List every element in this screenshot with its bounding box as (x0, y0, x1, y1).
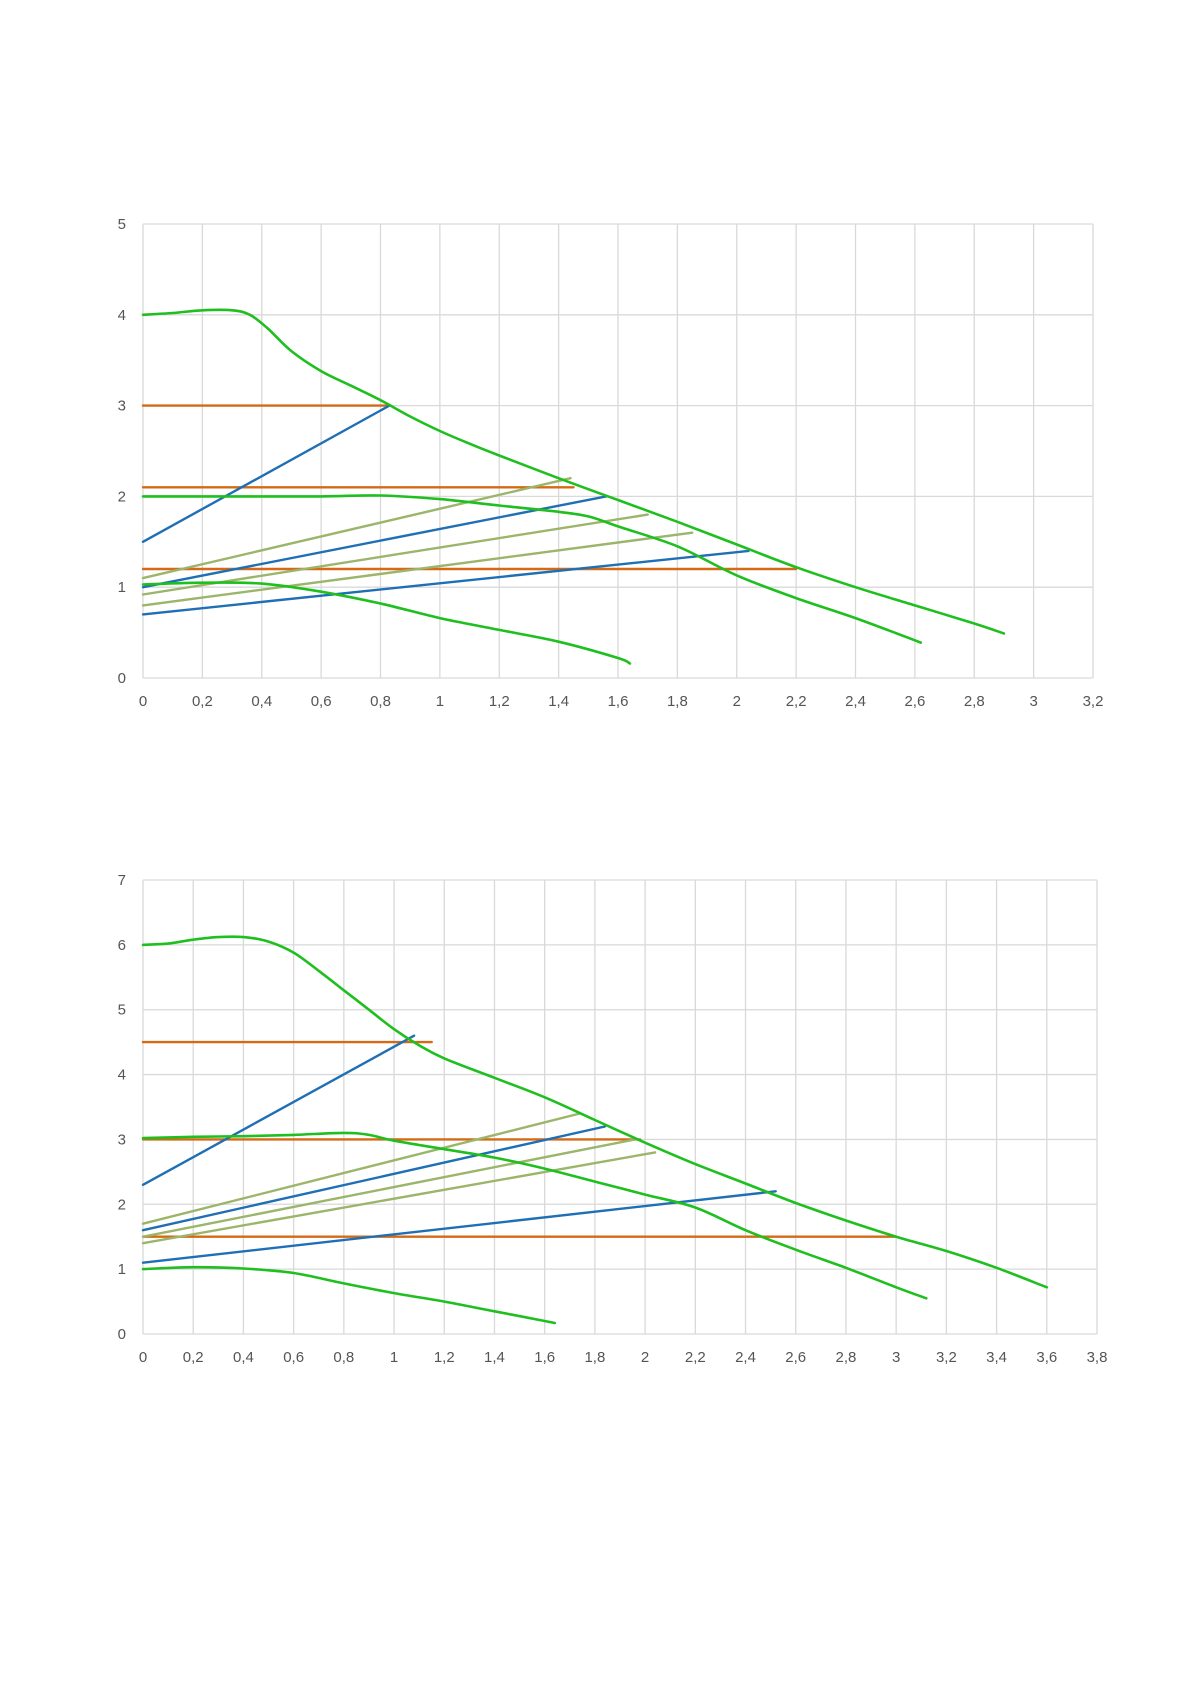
x-tick-label: 2,6 (904, 693, 925, 710)
x-tick-label: 0,4 (233, 1349, 254, 1366)
series-line-curve-green (141, 581, 632, 665)
y-tick-label: 0 (118, 670, 126, 687)
y-tick-label: 5 (118, 216, 126, 233)
x-tick-label: 1,4 (484, 1349, 505, 1366)
x-tick-label: 1,2 (434, 1349, 455, 1366)
x-tick-label: 2 (641, 1349, 649, 1366)
x-tick-label: 3 (892, 1349, 900, 1366)
x-tick-label: 2,8 (836, 1349, 857, 1366)
series-line-system-blue (141, 1034, 416, 1186)
x-tick-label: 3,4 (986, 1349, 1007, 1366)
x-tick-label: 1 (436, 693, 444, 710)
x-tick-label: 1,6 (534, 1349, 555, 1366)
chart-1-series (141, 308, 1006, 665)
series-line-system-olive (141, 513, 649, 596)
series-line-system-olive (141, 477, 572, 580)
y-tick-label: 7 (118, 872, 126, 889)
y-tick-label: 2 (118, 1196, 126, 1213)
y-tick-label: 4 (118, 1067, 126, 1084)
chart-2-x-tick-labels: 0 0,2 0,4 0,6 0,8 1 1,2 1,4 1,6 1,8 2 2,2 2,4 2,6 2,8 3… (139, 1349, 1108, 1366)
y-tick-label: 3 (118, 398, 126, 415)
y-tick-label: 4 (118, 307, 126, 324)
series-line-system-olive (141, 1151, 657, 1245)
x-tick-label: 1,6 (608, 693, 629, 710)
series-line-system-blue (141, 495, 608, 589)
series-line-curve-green (141, 1265, 556, 1325)
x-tick-label: 1,8 (667, 693, 688, 710)
chart-1-y-tick-labels: 0 1 2 3 4 5 (118, 216, 126, 687)
x-tick-label: 2,8 (964, 693, 985, 710)
x-tick-label: 3,8 (1087, 1349, 1108, 1366)
series-line-system-blue (141, 549, 750, 616)
x-tick-label: 0,4 (251, 693, 272, 710)
x-tick-label: 0,8 (370, 693, 391, 710)
x-tick-label: 0 (139, 1349, 147, 1366)
x-tick-label: 1,2 (489, 693, 510, 710)
x-tick-label: 3,2 (936, 1349, 957, 1366)
x-tick-label: 0,6 (311, 693, 332, 710)
y-tick-label: 2 (118, 488, 126, 505)
series-line-system-olive (141, 1112, 581, 1225)
x-tick-label: 1,4 (548, 693, 569, 710)
series-line-curve-green (141, 935, 1049, 1289)
x-tick-label: 2 (733, 693, 741, 710)
series-line-system-blue (141, 404, 391, 543)
chart-1-x-tick-labels: 0 0,2 0,4 0,6 0,8 1 1,2 1,4 1,6 1,8 2 2,2 2,4 2,6 2,8 3… (139, 693, 1104, 710)
x-tick-label: 2,4 (735, 1349, 756, 1366)
x-tick-label: 3 (1029, 693, 1037, 710)
x-tick-label: 2,2 (786, 693, 807, 710)
x-tick-label: 0,8 (333, 1349, 354, 1366)
x-tick-label: 3,6 (1036, 1349, 1057, 1366)
series-line-curve-green (141, 1131, 928, 1300)
chart-2-series (141, 935, 1049, 1325)
chart-2: 0 0,2 0,4 0,6 0,8 1 1,2 1,4 1,6 1,8 2 2,2 2,4 2,6 2,8 3… (118, 872, 1108, 1366)
y-tick-label: 6 (118, 937, 126, 954)
series-line-curve-green (141, 494, 923, 644)
series-line-system-olive (141, 1138, 637, 1238)
x-tick-label: 0,2 (192, 693, 213, 710)
series-line-system-blue (141, 1125, 607, 1232)
y-tick-label: 3 (118, 1131, 126, 1148)
x-tick-label: 2,2 (685, 1349, 706, 1366)
x-tick-label: 0,2 (183, 1349, 204, 1366)
x-tick-label: 2,4 (845, 693, 866, 710)
y-tick-label: 5 (118, 1002, 126, 1019)
chart-1-gridlines (142, 223, 1094, 679)
y-tick-label: 1 (118, 579, 126, 596)
x-tick-label: 1,8 (584, 1349, 605, 1366)
x-tick-label: 3,2 (1083, 693, 1104, 710)
series-line-system-olive (141, 531, 694, 607)
x-tick-label: 0,6 (283, 1349, 304, 1366)
x-tick-label: 2,6 (785, 1349, 806, 1366)
x-tick-label: 0 (139, 693, 147, 710)
chart-1: 0 0,2 0,4 0,6 0,8 1 1,2 1,4 1,6 1,8 2 2,2 2,4 2,6 2,8 3… (118, 216, 1104, 710)
series-line-system-blue (141, 1190, 777, 1264)
y-tick-label: 1 (118, 1261, 126, 1278)
series-line-curve-green (141, 308, 1006, 635)
chart-2-y-tick-labels: 0 1 2 3 4 5 6 7 (118, 872, 126, 1343)
x-tick-label: 1 (390, 1349, 398, 1366)
y-tick-label: 0 (118, 1326, 126, 1343)
